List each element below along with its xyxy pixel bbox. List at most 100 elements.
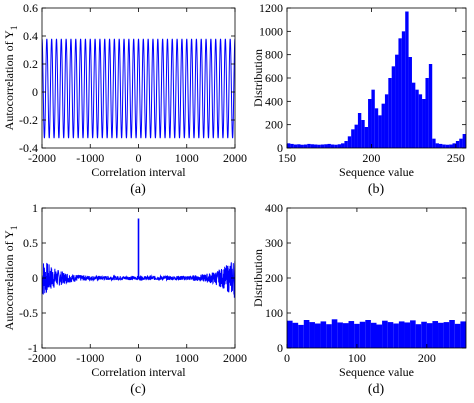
bar [331, 319, 338, 348]
bar [410, 320, 416, 348]
bar [381, 103, 385, 148]
bar [384, 94, 389, 148]
series-line [42, 260, 235, 298]
bar [425, 78, 429, 148]
bar [341, 143, 345, 148]
y-tick-label: 300 [265, 236, 283, 250]
y-tick-label: 0.6 [23, 1, 38, 15]
y-tick-label: 1000 [259, 24, 283, 38]
bar [415, 324, 422, 348]
y-tick-label: 0 [277, 141, 283, 155]
bar [354, 124, 358, 148]
bar [290, 143, 294, 148]
bar [342, 323, 349, 348]
bar [297, 144, 301, 148]
bar [432, 138, 436, 148]
data-layer [42, 38, 235, 139]
y-axis-label-text: Distribution [251, 249, 265, 307]
x-axis-label: Sequence value [339, 165, 414, 179]
x-tick-label: 2000 [223, 351, 247, 365]
y-tick-label: -0.2 [19, 113, 38, 127]
bar [426, 323, 433, 348]
bar [298, 324, 304, 348]
bar [459, 138, 463, 148]
bar [314, 323, 321, 348]
x-axis-label: Correlation interval [91, 165, 186, 179]
bar [347, 136, 352, 148]
bar [287, 320, 293, 348]
bar [376, 324, 383, 348]
y-axis-label: Distribution [251, 49, 265, 107]
x-tick-label: 250 [447, 151, 465, 165]
bar [351, 129, 355, 148]
panel-caption: (d) [368, 382, 385, 397]
bar [388, 78, 392, 148]
x-tick-label: 0 [136, 151, 142, 165]
bar [303, 320, 310, 348]
bar [330, 144, 335, 148]
bar [337, 144, 342, 148]
bar [401, 31, 406, 148]
bar [324, 144, 328, 148]
x-axis-label: Sequence value [339, 365, 414, 379]
bar [404, 322, 411, 348]
series-line [42, 38, 235, 139]
chart-panel-d: 0 100 200 0 100 200 300 400 Sequence value Distri… [251, 201, 467, 397]
bar [460, 321, 466, 348]
bar [368, 99, 372, 148]
bar [320, 321, 327, 348]
bar [317, 144, 321, 148]
bar [320, 144, 325, 148]
bar [314, 144, 318, 148]
y-tick-label: 400 [265, 201, 283, 215]
bar [287, 143, 291, 148]
bar [387, 322, 394, 348]
bar [405, 11, 409, 148]
y-tick-label: 400 [265, 94, 283, 108]
bar [354, 323, 360, 348]
bar [432, 321, 439, 348]
x-tick-label: 150 [278, 151, 296, 165]
bar [435, 143, 439, 148]
bar [438, 143, 443, 148]
y-tick-label: 0.4 [23, 29, 38, 43]
x-tick-label: 200 [362, 151, 380, 165]
y-tick-label: 1200 [259, 1, 283, 15]
chart-panel-c: -2000 -1000 0 1000 2000 -1 -0.5 0 0.5 1 Correlatio… [2, 201, 247, 397]
bar [348, 321, 355, 348]
chart-panel-b: 150 200 250 0 200 400 600 800 1000 1200 Sequence v… [251, 1, 467, 197]
bar [393, 323, 399, 348]
y-axis-label: Autocorrelation of Y1 [2, 26, 19, 131]
x-tick-label: 2000 [223, 151, 247, 165]
bar [454, 323, 461, 348]
bar [326, 324, 332, 348]
y-axis-label-subscript: 1 [9, 26, 19, 31]
bar [391, 66, 396, 148]
axes-frame [41, 7, 236, 149]
x-tick-label: -2000 [28, 151, 56, 165]
panel-caption: (b) [368, 182, 385, 197]
y-tick-label: 0.5 [23, 236, 38, 250]
x-tick-label: 1000 [175, 151, 199, 165]
panel-caption: (a) [130, 182, 146, 197]
x-tick-label: 200 [418, 351, 436, 365]
y-tick-label: 0 [277, 341, 283, 355]
bar [364, 127, 369, 148]
bar [309, 322, 315, 348]
x-tick-label: -1000 [76, 351, 104, 365]
panel-caption: (c) [130, 382, 146, 397]
bar [395, 54, 399, 148]
bar [449, 144, 453, 148]
bar [408, 57, 412, 148]
y-tick-label: 0 [32, 271, 38, 285]
x-tick-label: -1000 [76, 151, 104, 165]
bar [359, 321, 366, 348]
bar [370, 322, 377, 348]
bar [374, 108, 379, 148]
y-tick-label: 200 [265, 271, 283, 285]
bar [398, 321, 405, 348]
bar [428, 64, 433, 148]
data-layer [42, 218, 235, 298]
data-layer [287, 319, 466, 348]
